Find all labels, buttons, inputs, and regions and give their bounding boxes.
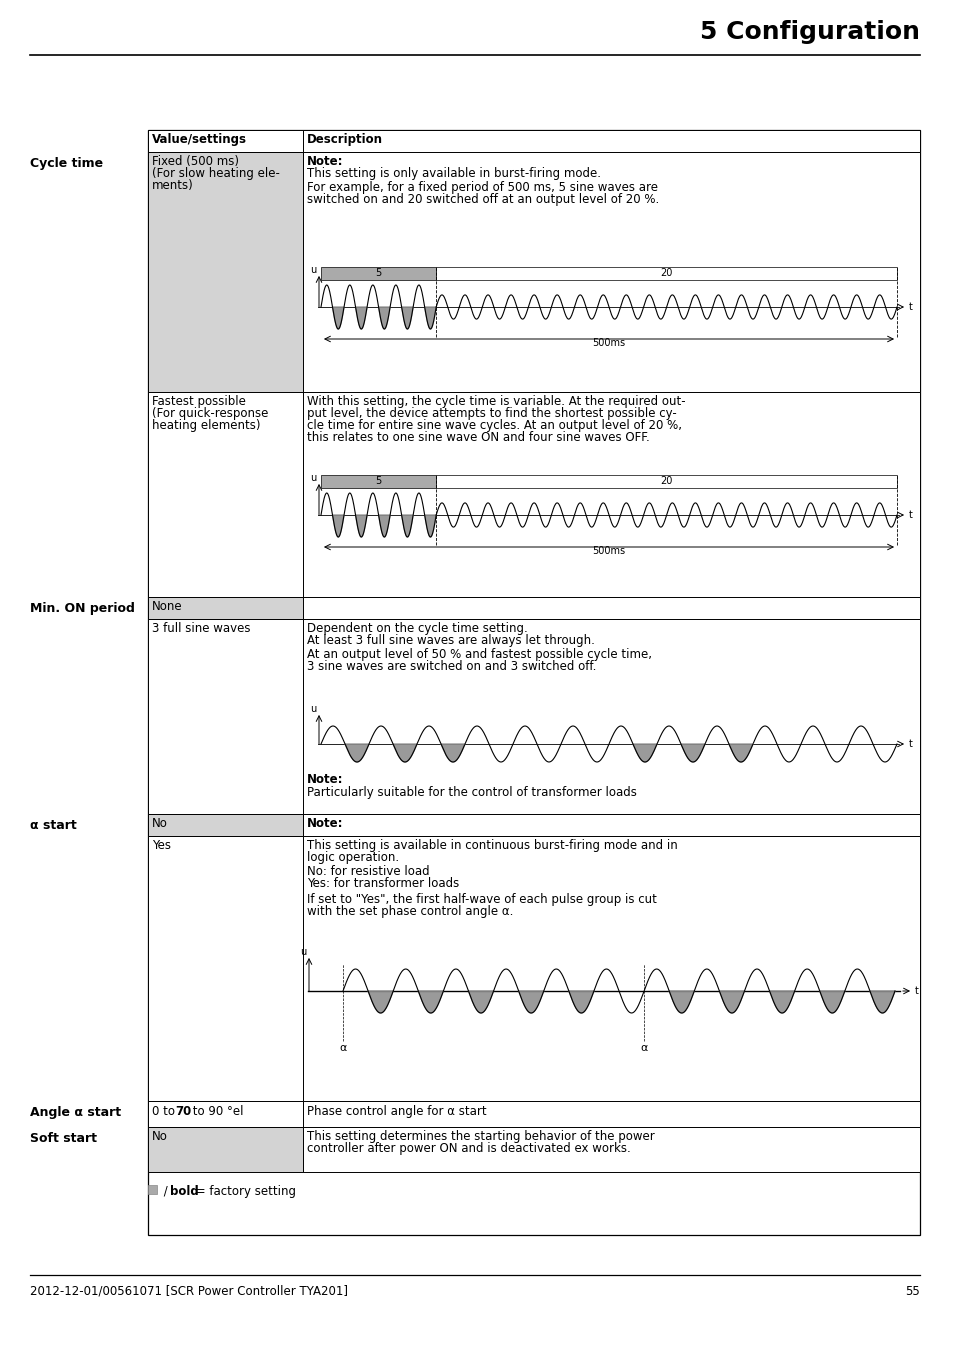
- Text: 0 to: 0 to: [152, 1106, 178, 1118]
- Text: u: u: [310, 472, 315, 483]
- Text: No: for resistive load: No: for resistive load: [307, 865, 429, 878]
- Text: (For slow heating ele-: (For slow heating ele-: [152, 167, 279, 180]
- Text: 500ms: 500ms: [592, 338, 625, 348]
- Text: Phase control angle for α start: Phase control angle for α start: [307, 1106, 486, 1118]
- Text: /: /: [160, 1185, 172, 1197]
- Text: At least 3 full sine waves are always let through.: At least 3 full sine waves are always le…: [307, 634, 595, 647]
- Bar: [148, 814, 303, 836]
- Bar: [303, 392, 919, 597]
- Text: logic operation.: logic operation.: [307, 850, 398, 864]
- Bar: [148, 130, 919, 1235]
- Text: 5: 5: [375, 477, 381, 486]
- Text: (For quick-response: (For quick-response: [152, 406, 268, 420]
- Bar: [148, 392, 303, 597]
- Text: If set to "Yes", the first half-wave of each pulse group is cut: If set to "Yes", the first half-wave of …: [307, 892, 657, 906]
- Text: Value/settings: Value/settings: [152, 134, 247, 146]
- Bar: [303, 130, 919, 153]
- Text: bold: bold: [170, 1185, 198, 1197]
- Text: This setting is available in continuous burst-firing mode and in: This setting is available in continuous …: [307, 838, 677, 852]
- Bar: [320, 475, 436, 487]
- Bar: [320, 267, 436, 279]
- Bar: [148, 597, 303, 620]
- Text: Note:: Note:: [307, 155, 343, 167]
- Bar: [148, 1127, 303, 1172]
- Text: α start: α start: [30, 819, 76, 832]
- Text: Note:: Note:: [307, 774, 343, 786]
- Text: Cycle time: Cycle time: [30, 157, 103, 170]
- Text: u: u: [310, 703, 315, 714]
- Text: 20: 20: [659, 269, 672, 278]
- Text: Particularly suitable for the control of transformer loads: Particularly suitable for the control of…: [307, 786, 637, 799]
- Text: Fixed (500 ms): Fixed (500 ms): [152, 155, 239, 167]
- Text: For example, for a fixed period of 500 ms, 5 sine waves are: For example, for a fixed period of 500 m…: [307, 181, 658, 194]
- Text: 500ms: 500ms: [592, 545, 625, 556]
- Text: Description: Description: [307, 134, 382, 146]
- Text: t: t: [908, 738, 912, 749]
- Text: = factory setting: = factory setting: [192, 1185, 295, 1197]
- Text: 3 full sine waves: 3 full sine waves: [152, 622, 251, 634]
- Text: u: u: [299, 946, 306, 957]
- Text: t: t: [914, 986, 918, 996]
- Bar: [148, 836, 303, 1102]
- Text: 3 sine waves are switched on and 3 switched off.: 3 sine waves are switched on and 3 switc…: [307, 660, 596, 674]
- Text: heating elements): heating elements): [152, 418, 260, 432]
- Bar: [148, 1185, 157, 1193]
- Text: This setting determines the starting behavior of the power: This setting determines the starting beh…: [307, 1130, 654, 1143]
- Text: None: None: [152, 599, 182, 613]
- Text: controller after power ON and is deactivated ex works.: controller after power ON and is deactiv…: [307, 1142, 630, 1156]
- Text: u: u: [310, 265, 315, 275]
- Text: t: t: [908, 302, 912, 312]
- Bar: [148, 153, 303, 392]
- Text: At an output level of 50 % and fastest possible cycle time,: At an output level of 50 % and fastest p…: [307, 648, 651, 662]
- Text: Yes: for transformer loads: Yes: for transformer loads: [307, 878, 458, 890]
- Text: this relates to one sine wave ON and four sine waves OFF.: this relates to one sine wave ON and fou…: [307, 431, 649, 444]
- Bar: [303, 597, 919, 620]
- Text: Min. ON period: Min. ON period: [30, 602, 134, 616]
- Text: This setting is only available in burst-firing mode.: This setting is only available in burst-…: [307, 167, 600, 180]
- Text: No: No: [152, 817, 168, 830]
- Text: With this setting, the cycle time is variable. At the required out-: With this setting, the cycle time is var…: [307, 396, 685, 408]
- Text: Note:: Note:: [307, 817, 343, 830]
- Bar: [303, 814, 919, 836]
- Text: α: α: [339, 1044, 346, 1053]
- Text: t: t: [908, 510, 912, 520]
- Text: to 90 °el: to 90 °el: [189, 1106, 243, 1118]
- Bar: [303, 1127, 919, 1172]
- Text: put level, the device attempts to find the shortest possible cy-: put level, the device attempts to find t…: [307, 406, 676, 420]
- Text: Yes: Yes: [152, 838, 171, 852]
- Bar: [436, 267, 896, 279]
- Bar: [303, 620, 919, 814]
- Text: No: No: [152, 1130, 168, 1143]
- Bar: [303, 1102, 919, 1127]
- Text: Angle α start: Angle α start: [30, 1106, 121, 1119]
- Text: ments): ments): [152, 180, 193, 192]
- Text: Dependent on the cycle time setting.: Dependent on the cycle time setting.: [307, 622, 527, 634]
- Text: Soft start: Soft start: [30, 1133, 97, 1145]
- Text: α: α: [639, 1044, 647, 1053]
- Text: Fastest possible: Fastest possible: [152, 396, 246, 408]
- Bar: [303, 153, 919, 392]
- Text: 55: 55: [904, 1285, 919, 1297]
- Text: 5 Configuration: 5 Configuration: [700, 20, 919, 45]
- Text: 20: 20: [659, 477, 672, 486]
- Text: cle time for entire sine wave cycles. At an output level of 20 %,: cle time for entire sine wave cycles. At…: [307, 418, 681, 432]
- Bar: [148, 130, 303, 153]
- Text: 5: 5: [375, 269, 381, 278]
- Text: 70: 70: [174, 1106, 191, 1118]
- Bar: [303, 836, 919, 1102]
- Text: 2012-12-01/00561071 [SCR Power Controller TYA201]: 2012-12-01/00561071 [SCR Power Controlle…: [30, 1285, 348, 1297]
- Text: switched on and 20 switched off at an output level of 20 %.: switched on and 20 switched off at an ou…: [307, 193, 659, 207]
- Bar: [436, 475, 896, 487]
- Bar: [148, 620, 303, 814]
- Text: with the set phase control angle α.: with the set phase control angle α.: [307, 904, 513, 918]
- Bar: [148, 1102, 303, 1127]
